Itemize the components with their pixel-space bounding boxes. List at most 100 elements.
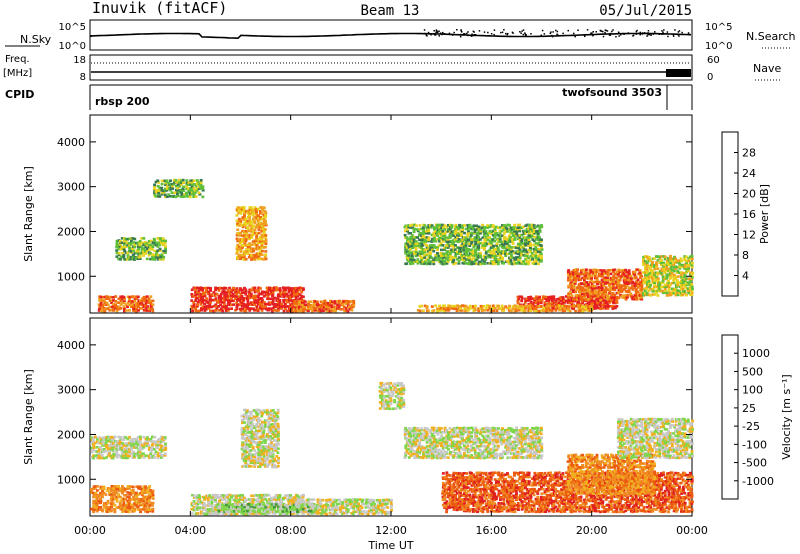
heatmap-cell [271,449,275,452]
heatmap-cell [572,277,576,280]
heatmap-cell [278,512,282,516]
heatmap-cell [477,309,481,313]
heatmap-cell [260,297,264,300]
heatmap-cell [161,243,165,247]
heatmap-cell [255,437,259,440]
heatmap-cell [253,242,257,245]
heatmap-cell [262,501,266,505]
heatmap-cell [321,300,325,303]
heatmap-cell [251,212,255,215]
heatmap-cell [140,489,144,492]
heatmap-cell [432,258,436,262]
heatmap-cell [106,307,110,310]
heatmap-cell [283,302,287,306]
heatmap-cell [246,250,249,253]
heatmap-cell [235,494,239,498]
heatmap-cell [255,494,259,497]
heatmap-cell [235,247,239,251]
heatmap-cell [226,309,230,312]
heatmap-cell [642,255,646,259]
nsearch-point [460,30,462,32]
heatmap-cell [131,302,135,305]
nsearch-point [592,34,594,36]
heatmap-cell [604,290,608,294]
heatmap-cell [273,463,276,467]
heatmap-cell [604,305,608,308]
heatmap-cell [477,235,481,239]
heatmap-cell [231,292,235,296]
heatmap-cell [663,289,667,293]
heatmap-cell [255,256,258,259]
heatmap-cell [489,224,493,227]
heatmap-cell [129,498,133,501]
heatmap-cell [483,260,486,263]
heatmap-cell [554,303,558,306]
heatmap-cell [217,305,221,308]
nsearch-point [555,29,557,32]
heatmap-cell [522,225,525,229]
heatmap-cell [531,229,535,233]
heatmap-cell [420,250,423,254]
heatmap-cell [122,243,126,246]
heatmap-cell [244,408,248,412]
heatmap-cell [278,295,282,298]
heatmap-cell [654,279,658,282]
heatmap-cell [261,207,264,211]
heatmap-cell [532,305,536,308]
heatmap-cell [144,252,148,255]
heatmap-cell [554,306,558,310]
heatmap-cell [649,265,653,268]
heatmap-cell [165,179,169,182]
heatmap-cell [262,497,266,501]
heatmap-cell [114,300,118,303]
heatmap-cell [577,295,581,299]
heatmap-cell [307,307,310,310]
heatmap-cell [640,289,643,293]
heatmap-cell [187,195,191,198]
heatmap-cell [202,502,206,506]
heatmap-cell [259,257,262,260]
heatmap-cell [416,309,420,312]
heatmap-cell [144,505,147,509]
heatmap-cell [523,254,527,258]
heatmap-cell [410,233,414,237]
heatmap-cell [685,259,689,263]
heatmap-cell [681,291,685,294]
nsearch-point [436,30,438,32]
nsearch-point [635,33,638,35]
heatmap-cell [237,219,241,223]
heatmap-cell [127,245,131,249]
heatmap-cell [296,291,300,294]
heatmap-cell [271,416,274,420]
heatmap-cell [266,507,270,511]
heatmap-cell [620,272,624,276]
heatmap-cell [424,236,427,239]
heatmap-cell [459,248,463,252]
heatmap-cell [466,232,470,235]
heatmap-cell [581,289,585,293]
heatmap-cell [634,290,638,293]
heatmap-cell [117,252,121,255]
heatmap-cell [559,305,563,308]
heatmap-cell [611,304,615,308]
heatmap-cell [431,246,434,249]
power-heatmap [97,178,694,313]
heatmap-cell [251,257,255,260]
heatmap-cell [244,500,247,503]
heatmap-cell [683,279,687,283]
heatmap-cell [274,465,278,469]
heatmap-cell [577,286,581,290]
heatmap-cell [513,304,517,307]
heatmap-cell [262,240,266,243]
heatmap-cell [262,227,266,231]
heatmap-cell [524,248,528,252]
heatmap-cell [244,508,248,511]
heatmap-cell [249,233,253,237]
heatmap-cell [290,289,294,292]
heatmap-cell [500,304,504,308]
heatmap-cell [496,248,500,252]
heatmap-cell [234,512,237,516]
heatmap-cell [667,269,671,272]
heatmap-cell [244,448,247,452]
heatmap-cell [199,187,203,190]
